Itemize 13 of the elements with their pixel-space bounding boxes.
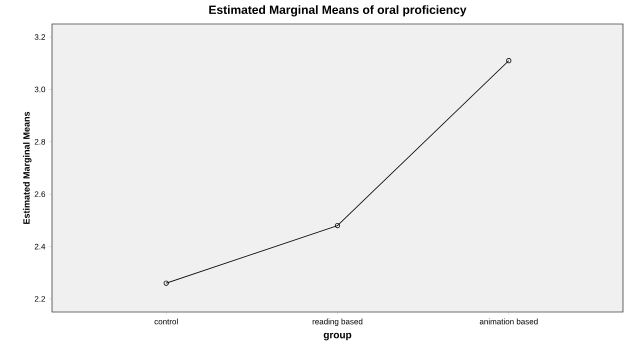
x-axis-title: group	[324, 332, 352, 340]
y-tick-label: 2.2	[34, 296, 46, 302]
y-tick-label: 3.0	[34, 86, 46, 92]
y-tick-label: 2.6	[34, 191, 46, 197]
x-tick-label: control	[154, 318, 178, 324]
chart-title: Estimated Marginal Means of oral proficiency	[209, 5, 466, 16]
x-tick-label: animation based	[480, 318, 538, 324]
y-tick-label: 2.4	[34, 244, 46, 250]
x-tick-label: reading based	[312, 318, 362, 326]
y-tick-label: 3.2	[34, 34, 46, 40]
y-tick-label: 2.8	[34, 138, 46, 145]
y-axis-title: Estimated Marginal Means	[23, 112, 32, 224]
point	[334, 222, 340, 228]
